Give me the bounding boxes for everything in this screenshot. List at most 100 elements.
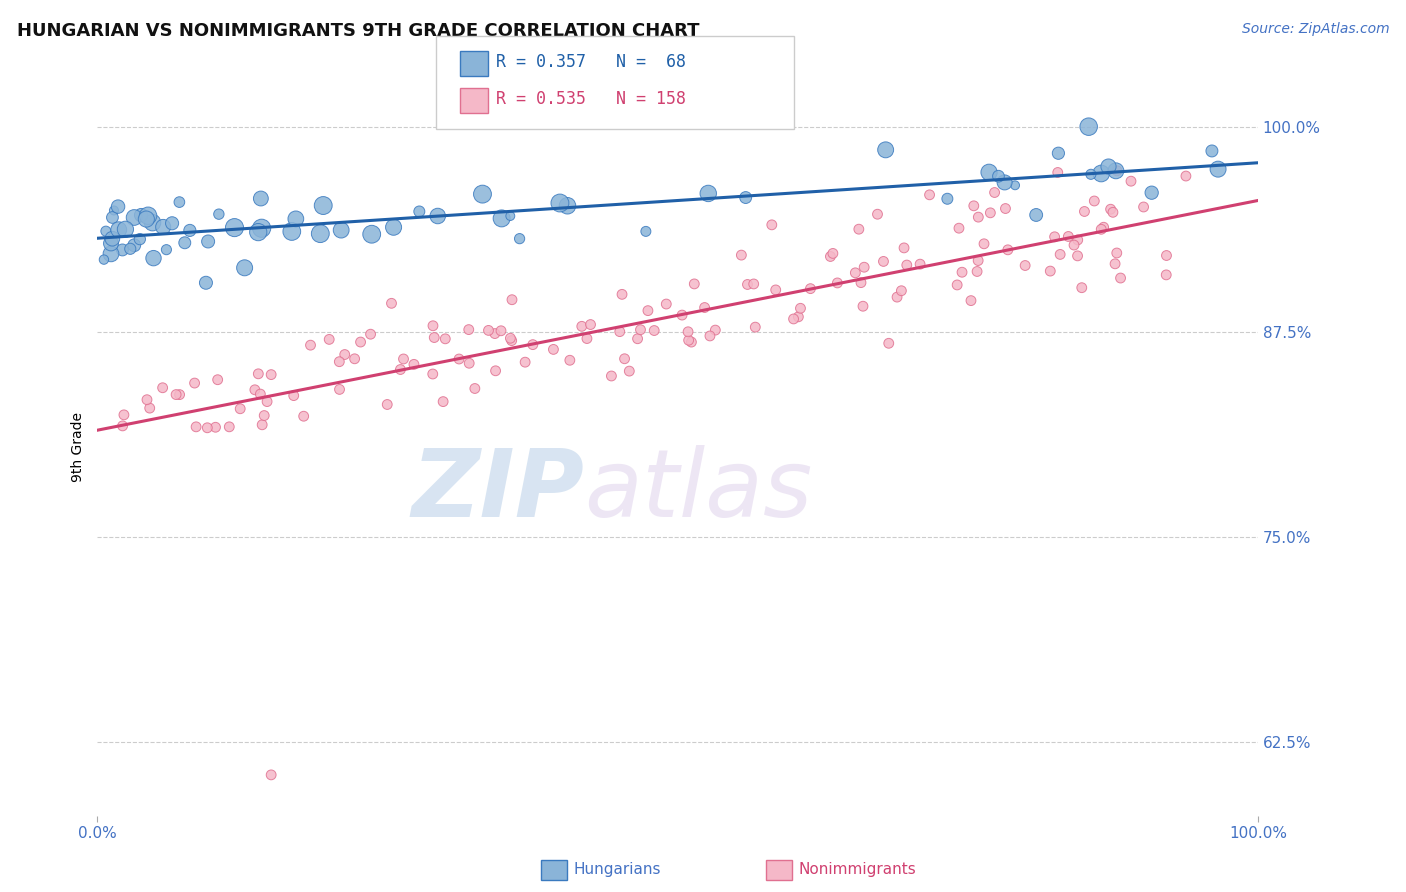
Point (136, 392, 159, 407)
Point (1156, 248, 1178, 262)
Text: atlas: atlas (585, 445, 813, 536)
Point (499, 331, 522, 345)
Point (422, 367, 444, 381)
Point (1090, 166, 1112, 180)
Text: HUNGARIAN VS NONIMMIGRANTS 9TH GRADE CORRELATION CHART: HUNGARIAN VS NONIMMIGRANTS 9TH GRADE COR… (17, 22, 699, 40)
Point (977, 165, 1000, 179)
Point (93, 252, 115, 267)
Point (875, 143, 897, 157)
Point (477, 323, 499, 337)
Point (233, 260, 256, 275)
Point (655, 297, 678, 311)
Point (484, 364, 506, 378)
Point (896, 258, 918, 272)
Point (1047, 146, 1070, 161)
Point (1004, 178, 1026, 193)
Point (994, 176, 1017, 190)
Point (571, 319, 593, 334)
Point (782, 312, 804, 326)
Point (950, 265, 973, 279)
Point (963, 199, 986, 213)
Point (693, 301, 716, 315)
Point (1043, 229, 1066, 244)
Point (471, 187, 494, 202)
Point (114, 222, 136, 236)
Point (208, 207, 231, 221)
Point (872, 254, 894, 268)
Point (704, 323, 727, 337)
Text: Hungarians: Hungarians (574, 863, 661, 877)
Point (697, 186, 720, 201)
Point (853, 260, 876, 275)
Point (100, 247, 122, 261)
Point (111, 243, 134, 257)
Point (1067, 233, 1090, 247)
Point (250, 192, 273, 206)
Point (908, 257, 931, 271)
Point (1105, 246, 1128, 260)
Point (852, 299, 875, 313)
Point (141, 216, 163, 230)
Point (509, 232, 531, 246)
Point (94, 224, 117, 238)
Point (1104, 257, 1126, 271)
Point (1063, 238, 1085, 252)
Point (1109, 271, 1132, 285)
Point (218, 420, 240, 434)
Point (744, 320, 766, 334)
Point (1025, 208, 1047, 222)
Point (1174, 169, 1197, 183)
Point (844, 266, 866, 280)
Point (609, 325, 631, 339)
Point (484, 326, 506, 341)
Point (128, 232, 150, 246)
Point (100, 236, 122, 251)
Point (634, 224, 657, 238)
Text: R = 0.535   N = 158: R = 0.535 N = 158 (496, 90, 686, 108)
Point (877, 336, 900, 351)
Point (548, 196, 571, 211)
Point (111, 418, 134, 433)
Point (742, 277, 765, 291)
Point (1046, 165, 1069, 179)
Point (464, 382, 486, 396)
Point (328, 354, 350, 368)
Point (283, 389, 305, 403)
Point (734, 190, 756, 204)
Point (979, 206, 1001, 220)
Point (918, 187, 941, 202)
Point (994, 202, 1017, 216)
Point (765, 283, 787, 297)
Text: ZIP: ZIP (412, 445, 585, 537)
Point (886, 290, 908, 304)
Point (101, 232, 124, 246)
Point (501, 293, 523, 307)
Point (1140, 186, 1163, 200)
Point (169, 195, 191, 210)
Point (575, 332, 598, 346)
Point (681, 334, 703, 349)
Point (489, 324, 512, 338)
Point (103, 203, 125, 218)
Point (292, 409, 315, 424)
Point (122, 238, 145, 252)
Point (936, 192, 959, 206)
Point (330, 223, 353, 237)
Point (194, 276, 217, 290)
Point (457, 323, 479, 337)
Point (204, 420, 226, 434)
Point (613, 351, 636, 366)
Point (997, 243, 1019, 257)
Point (343, 351, 366, 366)
Point (229, 401, 252, 416)
Point (630, 323, 652, 337)
Point (249, 387, 271, 401)
Point (730, 248, 752, 262)
Point (328, 383, 350, 397)
Point (382, 220, 405, 235)
Point (408, 204, 430, 219)
Point (893, 241, 915, 255)
Point (107, 200, 129, 214)
Point (626, 332, 648, 346)
Point (160, 216, 183, 230)
